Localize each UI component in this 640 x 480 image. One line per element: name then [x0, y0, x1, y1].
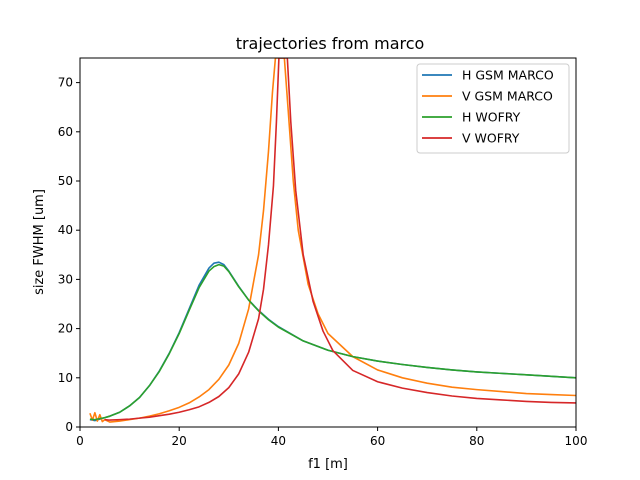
x-axis: 0 20 40 60 80 100 [76, 427, 587, 448]
legend-box [416, 63, 570, 154]
legend-label: V WOFRY [462, 131, 520, 146]
legend-label: H GSM MARCO [462, 68, 554, 83]
series-line-h-wofry [89, 263, 576, 421]
y-tick-label: 20 [58, 322, 73, 336]
y-tick-label: 70 [58, 76, 73, 90]
x-tick-label: 20 [172, 434, 187, 448]
x-tick-label: 80 [469, 434, 484, 448]
series-layer [89, 58, 576, 423]
legend-label: V GSM MARCO [462, 89, 553, 104]
x-tick-label: 60 [370, 434, 385, 448]
x-tick-label: 0 [76, 434, 84, 448]
y-tick-label: 30 [58, 272, 73, 286]
y-tick-label: 40 [58, 223, 73, 237]
y-tick-label: 10 [58, 371, 73, 385]
y-axis: 0 10 20 30 40 50 60 70 [58, 76, 80, 434]
series-line-v-gsm-marco [89, 58, 576, 423]
series-line-v-wofry [104, 58, 576, 421]
plot-area-frame [79, 57, 577, 428]
x-tick-label: 40 [271, 434, 286, 448]
legend: H GSM MARCO V GSM MARCO H WOFRY V WOFRY [416, 63, 570, 154]
legend-label: H WOFRY [462, 110, 521, 125]
chart-title: trajectories from marco [236, 34, 425, 53]
y-axis-label: size FWHM [um] [32, 189, 47, 295]
y-tick-label: 50 [58, 174, 73, 188]
x-tick-label: 100 [565, 434, 588, 448]
x-axis-label: f1 [m] [308, 457, 348, 472]
y-tick-label: 0 [65, 420, 73, 434]
y-tick-label: 60 [58, 125, 73, 139]
